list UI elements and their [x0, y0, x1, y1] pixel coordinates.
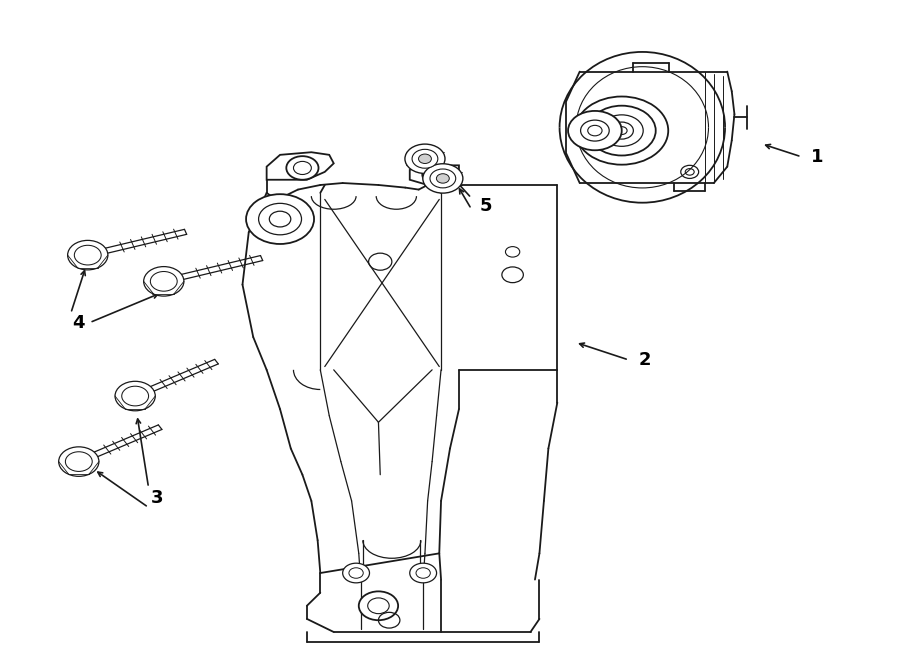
Circle shape — [68, 241, 108, 270]
Text: 4: 4 — [73, 313, 86, 332]
Circle shape — [343, 563, 370, 583]
Circle shape — [286, 156, 319, 180]
Text: 3: 3 — [151, 488, 164, 506]
Circle shape — [246, 194, 314, 244]
Circle shape — [418, 154, 431, 163]
Circle shape — [430, 169, 455, 188]
Circle shape — [58, 447, 99, 477]
Circle shape — [359, 592, 398, 620]
Circle shape — [610, 122, 634, 139]
Circle shape — [580, 120, 609, 141]
Circle shape — [436, 174, 449, 183]
Circle shape — [410, 563, 436, 583]
Text: 5: 5 — [480, 197, 492, 215]
Circle shape — [115, 381, 156, 410]
Circle shape — [405, 144, 445, 173]
Circle shape — [412, 149, 437, 168]
Circle shape — [423, 164, 463, 193]
Circle shape — [144, 266, 184, 296]
Text: 2: 2 — [639, 351, 652, 369]
Circle shape — [575, 97, 668, 165]
Circle shape — [568, 111, 622, 150]
Circle shape — [422, 164, 451, 185]
Circle shape — [616, 127, 627, 135]
Text: 1: 1 — [811, 148, 823, 166]
Circle shape — [588, 126, 602, 136]
